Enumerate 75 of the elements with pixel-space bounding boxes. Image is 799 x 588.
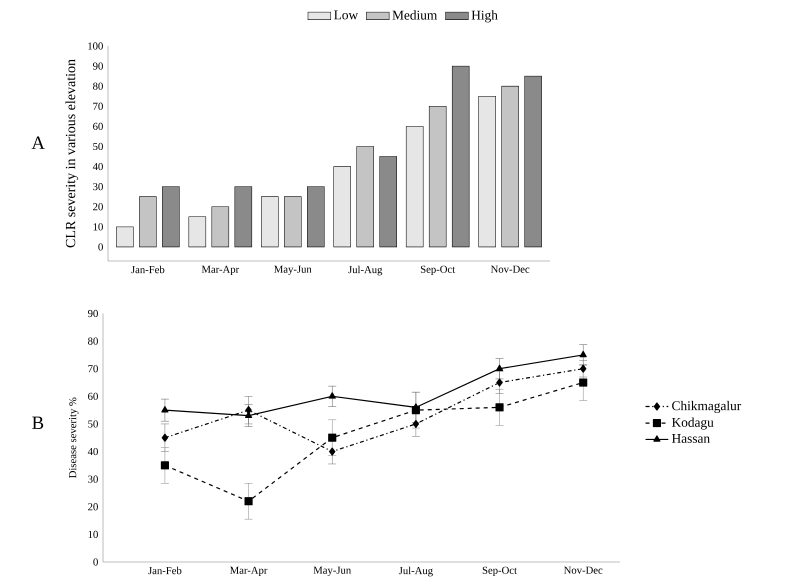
y-tick-label: 90 (88, 310, 98, 318)
bar (356, 146, 374, 248)
y-tick-label: 0 (93, 558, 98, 566)
x-tick-label: Nov-Dec (490, 266, 530, 273)
y-tick-label: 50 (93, 142, 103, 150)
bar (428, 106, 446, 248)
y-tick-label: 0 (98, 243, 103, 251)
y-tick-label: 60 (88, 392, 98, 400)
y-tick-label: 50 (88, 420, 98, 428)
point (162, 434, 168, 442)
y-tick-label: 20 (88, 503, 98, 510)
y-tick-label: 90 (92, 62, 103, 70)
x-tick-label: Sep-Oct (482, 566, 517, 576)
point (329, 447, 336, 456)
x-tick-label: May-Jun (274, 266, 312, 275)
bar (333, 166, 352, 248)
legend-label: Hassan (672, 434, 710, 443)
point (161, 406, 169, 412)
x-tick-label: Nov-Dec (564, 566, 602, 574)
y-axis-title: Disease severity % (69, 398, 78, 478)
x-tick-label: Jul-Aug (398, 566, 433, 576)
x-tick-label: Jan-Feb (148, 566, 182, 574)
bar (478, 96, 496, 248)
point (495, 403, 504, 412)
legend-label: Low (334, 10, 358, 20)
y-tick-label: 100 (88, 42, 103, 50)
bar (261, 196, 279, 248)
legend-label: Kodagu (672, 417, 714, 430)
y-tick-label: 30 (93, 183, 103, 190)
bar (524, 76, 542, 248)
bar (234, 186, 252, 248)
point (160, 461, 169, 470)
x-tick-label: Mar-Apr (202, 266, 240, 276)
bar (212, 206, 230, 248)
legend-label: Medium (392, 10, 438, 20)
bar (284, 196, 302, 248)
point (328, 434, 336, 442)
bar (379, 156, 398, 248)
x-tick-label: Mar-Apr (230, 566, 268, 576)
point (244, 497, 253, 506)
point (412, 420, 420, 428)
bar (162, 186, 180, 248)
y-tick-label: 70 (93, 102, 103, 110)
point (579, 378, 588, 387)
bar (307, 186, 325, 248)
x-tick-label: Sep-Oct (420, 266, 456, 276)
x-tick-label: Jan-Feb (131, 266, 164, 274)
bar (406, 126, 424, 248)
legend-label: High (472, 10, 498, 22)
x-tick-label: May-Jun (314, 566, 352, 576)
point (496, 364, 504, 372)
y-tick-label: 60 (93, 122, 103, 130)
bar (452, 66, 470, 248)
y-tick-label: 70 (88, 365, 98, 372)
point (496, 378, 503, 387)
y-tick-label: 10 (94, 223, 103, 230)
bar (501, 86, 519, 248)
bar (188, 216, 206, 248)
text: B (32, 416, 44, 429)
y-tick-label: 20 (93, 203, 103, 210)
point (328, 392, 336, 399)
bar (116, 226, 134, 248)
legend-label: Chikmagalur (672, 400, 742, 414)
y-tick-label: 40 (88, 448, 98, 456)
y-tick-label: 40 (92, 162, 103, 170)
y-tick-label: 80 (88, 338, 98, 345)
point (580, 364, 586, 373)
y-tick-label: 80 (93, 82, 103, 90)
bar (139, 196, 157, 248)
x-tick-label: Jul-Aug (348, 266, 382, 276)
y-tick-label: 10 (88, 530, 98, 538)
text: A (32, 136, 45, 149)
y-axis-title: CLR severity in various elevation (65, 59, 78, 248)
point (580, 350, 587, 358)
y-tick-label: 30 (88, 476, 98, 483)
